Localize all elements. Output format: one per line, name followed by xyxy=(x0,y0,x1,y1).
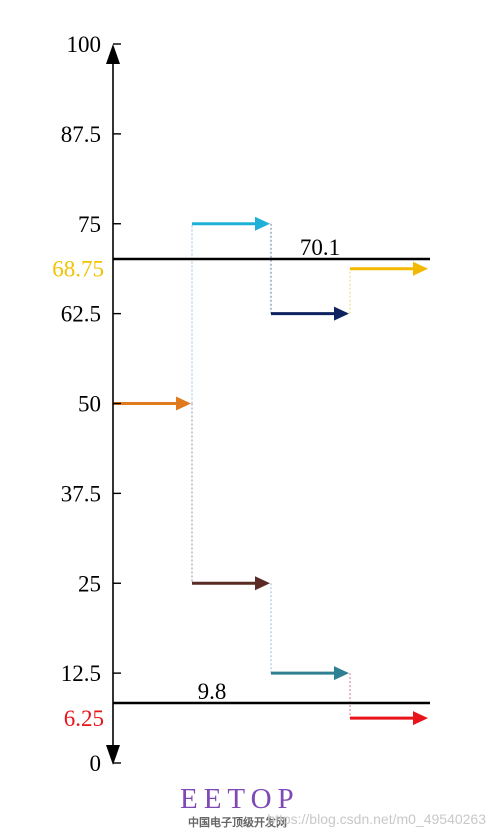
threshold-value-label: 70.1 xyxy=(300,235,340,260)
axis-ticks xyxy=(113,43,121,764)
step-arrow xyxy=(271,306,349,321)
step-arrow xyxy=(350,261,428,276)
axis-tick-label: 100 xyxy=(67,32,102,57)
axis-tick-label: 25 xyxy=(78,571,101,596)
axis-tick-label: 87.5 xyxy=(61,122,101,147)
threshold-value-label: 9.8 xyxy=(198,679,227,704)
axis-arrow-up-icon xyxy=(106,44,120,64)
step-arrow xyxy=(113,396,191,411)
step-arrow xyxy=(192,216,270,231)
step-arrows xyxy=(113,216,428,726)
step-arrow xyxy=(192,576,270,591)
threshold-lines: 70.1 68.75 9.8 6.25 xyxy=(52,235,430,731)
axis-tick-label: 50 xyxy=(78,392,101,417)
dashed-connectors xyxy=(191,223,351,719)
logo-subtitle: 中国电子顶级开发网 xyxy=(188,815,287,829)
step-arrow xyxy=(271,666,349,681)
axis-tick-label: 37.5 xyxy=(61,481,101,506)
axis-tick-label: 75 xyxy=(78,212,101,237)
axis-tick-label: 0 xyxy=(90,751,102,776)
logo-text: EETOP xyxy=(180,783,300,815)
watermark: https://blog.csdn.net/m0_49540263 xyxy=(267,811,486,827)
axis-arrow-down-icon xyxy=(106,745,120,765)
axis-tick-label: 12.5 xyxy=(61,661,101,686)
eetop-logo: EETOP 中国电子顶级开发网 xyxy=(180,783,300,829)
threshold-axis-label: 68.75 xyxy=(52,257,104,282)
step-arrow xyxy=(350,711,428,726)
threshold-axis-label: 6.25 xyxy=(64,706,104,731)
axis-tick-label: 62.5 xyxy=(61,302,101,327)
axis-tick-labels: 0 12.5 25 37.5 50 62.5 75 87.5 100 xyxy=(61,32,101,776)
